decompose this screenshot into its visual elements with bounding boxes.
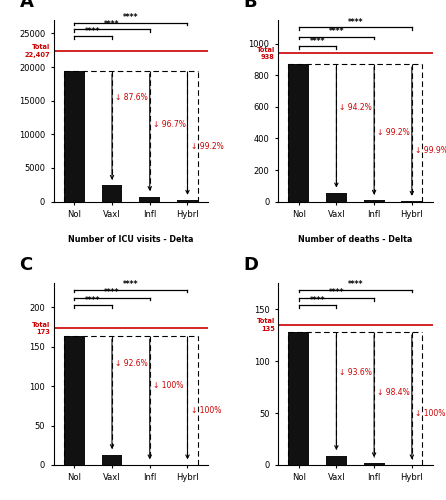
Text: ↓ 93.6%: ↓ 93.6% [339,368,372,377]
Text: ****: **** [104,288,120,297]
Text: ****: **** [85,26,101,36]
Text: ↓ 99.2%: ↓ 99.2% [190,142,223,150]
Text: Total
135: Total 135 [256,318,275,332]
Text: ****: **** [310,36,325,46]
Text: ****: **** [329,288,344,298]
Text: ↓ 87.6%: ↓ 87.6% [115,92,148,102]
Text: ↓ 100%: ↓ 100% [190,406,221,415]
Bar [102,186,122,202]
Text: Total
22,407: Total 22,407 [25,44,50,58]
Text: D: D [244,256,259,274]
Bar [64,336,85,465]
Text: ****: **** [104,20,120,29]
Text: ↓ 94.2%: ↓ 94.2% [339,102,372,112]
Bar [326,456,347,465]
Text: ****: **** [85,296,101,305]
Text: Total
938: Total 938 [256,46,275,60]
Bar [288,64,309,202]
Text: ↓ 99.9%: ↓ 99.9% [415,146,446,156]
Text: A: A [20,0,33,11]
Bar [177,200,198,202]
Bar [288,332,309,465]
Bar [364,200,384,202]
Bar [64,71,85,202]
Text: ↓ 99.2%: ↓ 99.2% [377,128,410,137]
Bar [326,193,347,202]
Text: C: C [20,256,33,274]
Text: ****: **** [310,296,325,304]
Text: ****: **** [329,27,344,36]
Bar [364,463,384,465]
Text: ****: **** [347,18,363,26]
Text: ****: **** [123,280,139,289]
Text: ↓ 98.4%: ↓ 98.4% [377,388,410,397]
Text: B: B [244,0,257,11]
Text: Total
173: Total 173 [32,322,50,335]
Text: ↓ 96.7%: ↓ 96.7% [153,120,186,129]
Title: Number of ICU visits - Delta: Number of ICU visits - Delta [68,234,194,244]
Text: ↓ 100%: ↓ 100% [415,408,445,418]
Text: ****: **** [123,13,139,22]
Text: ↓ 100%: ↓ 100% [153,380,183,390]
Bar [102,454,122,465]
Text: ↓ 92.6%: ↓ 92.6% [115,359,148,368]
Text: ****: **** [347,280,363,289]
Title: Number of deaths - Delta: Number of deaths - Delta [298,234,413,244]
Bar [140,196,160,202]
